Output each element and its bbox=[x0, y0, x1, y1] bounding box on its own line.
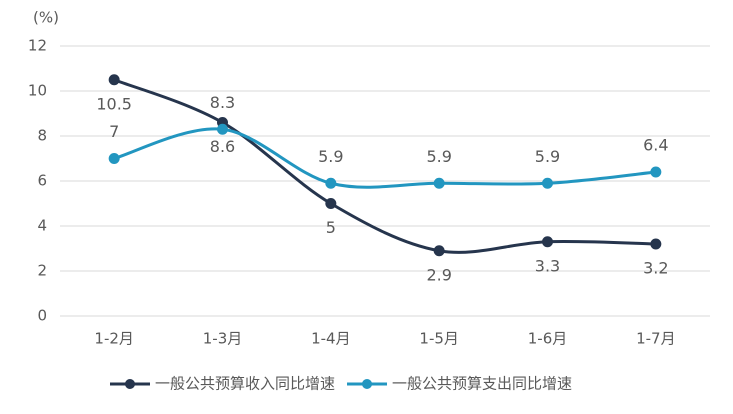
y-tick-label: 2 bbox=[37, 262, 47, 280]
series-line bbox=[113, 78, 656, 254]
y-tick-label: 8 bbox=[37, 127, 47, 145]
data-label: 3.3 bbox=[535, 256, 560, 275]
data-point bbox=[108, 153, 120, 164]
data-label: 2.9 bbox=[426, 265, 451, 284]
y-axis-unit: (%) bbox=[33, 9, 59, 27]
data-point bbox=[542, 177, 553, 189]
data-point bbox=[433, 245, 445, 257]
data-point bbox=[217, 123, 228, 135]
x-tick-label: 1-7月 bbox=[636, 330, 676, 348]
data-point bbox=[650, 166, 662, 178]
legend-marker bbox=[362, 379, 373, 389]
x-tick-label: 1-3月 bbox=[203, 330, 243, 348]
legend-label: 一般公共预算支出同比增速 bbox=[392, 375, 572, 393]
data-point bbox=[542, 236, 553, 248]
data-point bbox=[108, 74, 120, 86]
y-tick-label: 12 bbox=[28, 37, 47, 55]
data-point bbox=[650, 238, 662, 250]
data-label: 6.4 bbox=[643, 136, 668, 155]
x-tick-label: 1-6月 bbox=[528, 330, 568, 348]
y-tick-label: 6 bbox=[37, 172, 47, 190]
data-label: 7 bbox=[109, 122, 119, 141]
data-point bbox=[325, 198, 337, 209]
data-label: 3.2 bbox=[643, 259, 668, 278]
data-label: 5.9 bbox=[535, 147, 560, 166]
series-line bbox=[113, 127, 656, 189]
data-label: 5.9 bbox=[426, 147, 451, 166]
data-point bbox=[433, 177, 445, 189]
data-point bbox=[325, 177, 337, 189]
data-label: 8.3 bbox=[210, 93, 235, 112]
data-label: 5 bbox=[326, 218, 336, 237]
data-label: 5.9 bbox=[318, 147, 343, 166]
y-tick-label: 0 bbox=[37, 307, 47, 325]
x-tick-label: 1-4月 bbox=[311, 330, 351, 348]
data-label: 8.6 bbox=[210, 137, 235, 156]
y-tick-label: 4 bbox=[37, 217, 47, 235]
x-tick-label: 1-5月 bbox=[419, 330, 459, 348]
data-label: 10.5 bbox=[96, 94, 132, 113]
x-tick-label: 1-2月 bbox=[94, 330, 134, 348]
y-tick-label: 10 bbox=[28, 82, 47, 100]
legend-marker bbox=[125, 379, 135, 389]
legend-label: 一般公共预算收入同比增速 bbox=[155, 375, 335, 393]
